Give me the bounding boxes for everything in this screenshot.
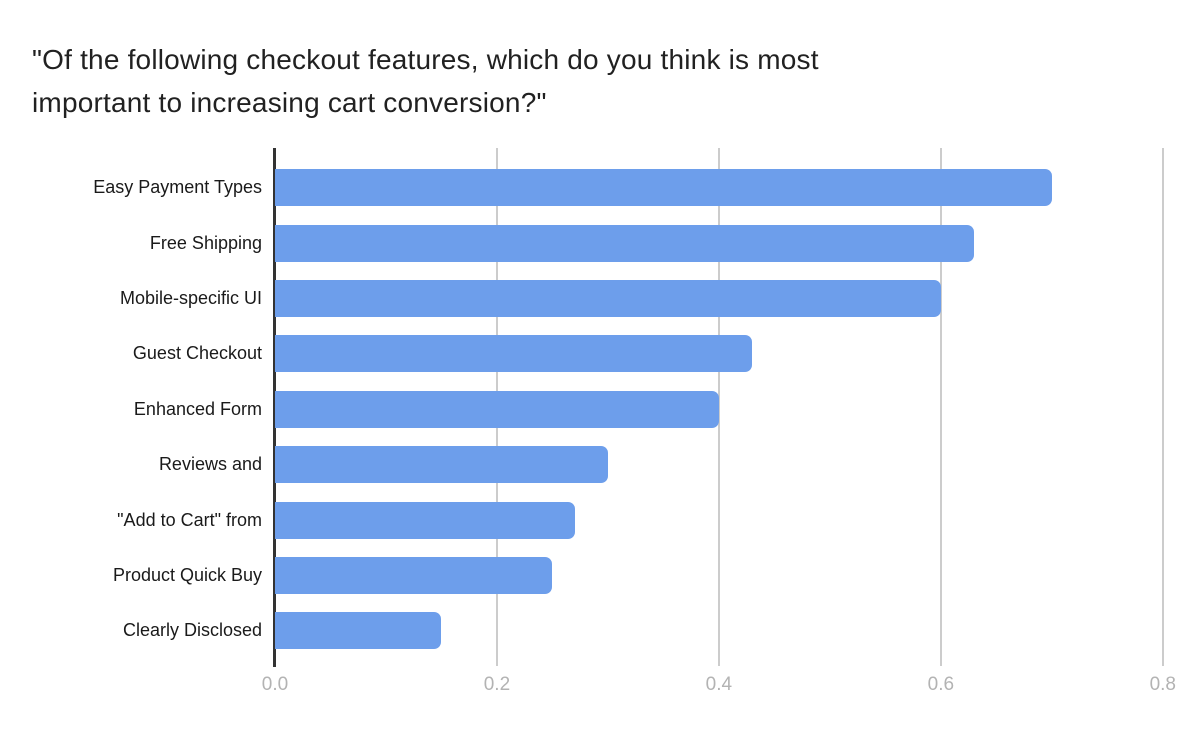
bar [275, 556, 553, 594]
bar-row [275, 437, 1185, 492]
bar [275, 169, 1052, 207]
bar-row [275, 271, 1185, 326]
bar-row [275, 382, 1185, 437]
x-tick-label: 0.6 [927, 674, 955, 695]
chart-title-line2: important to increasing cart conversion?… [32, 87, 547, 118]
bar-row [275, 603, 1185, 658]
x-tick-label: 0.8 [1149, 674, 1177, 695]
bar [275, 501, 575, 539]
gridline [717, 148, 720, 666]
y-axis-line [273, 148, 276, 667]
plot-area [273, 148, 1185, 667]
bar [275, 224, 975, 262]
x-tick-label: 0.2 [483, 674, 511, 695]
category-label: "Add to Cart" from [117, 509, 262, 530]
category-axis-labels: Easy Payment Types Free Shipping Mobile-sp… [0, 148, 262, 661]
category-label: Easy Payment Types [93, 177, 262, 198]
x-tick-label: 0.0 [261, 674, 289, 695]
category-label: Clearly Disclosed [122, 620, 262, 641]
bar [275, 335, 753, 373]
category-label: Enhanced Form [133, 398, 262, 419]
category-label: Mobile-specific UI [119, 287, 262, 308]
category-label: Reviews and [158, 454, 262, 475]
bar-row [275, 326, 1185, 381]
gridline [1161, 148, 1164, 666]
bar [275, 390, 719, 428]
bar-row [275, 492, 1185, 547]
gridline [939, 148, 942, 666]
bar [275, 612, 442, 650]
bars-group [275, 148, 1185, 661]
category-label: Free Shipping [149, 232, 262, 253]
bar [275, 446, 608, 484]
bar [275, 279, 941, 317]
category-label: Guest Checkout [132, 343, 262, 364]
x-axis-tick-labels: 0.0 0.2 0.4 0.6 0.8 [262, 674, 1185, 698]
x-tick-label: 0.4 [705, 674, 733, 695]
chart-title: "Of the following checkout features, whi… [32, 38, 1172, 124]
category-label: Product Quick Buy [112, 564, 262, 585]
chart-title-line1: "Of the following checkout features, whi… [32, 44, 819, 75]
bar-row [275, 215, 1185, 270]
bar-row [275, 160, 1185, 215]
bar-row [275, 548, 1185, 603]
